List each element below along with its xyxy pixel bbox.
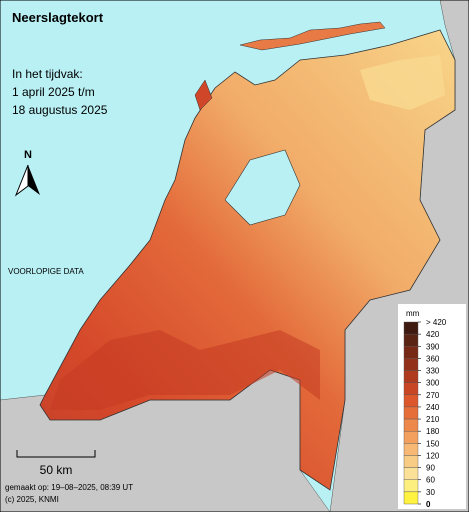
- legend-swatch: [403, 443, 419, 456]
- footer-copyright: (c) 2025, KNMI: [5, 495, 59, 504]
- legend-label: 210: [426, 415, 440, 424]
- light-area: [360, 55, 445, 110]
- legend-label: 360: [426, 354, 440, 363]
- legend-swatch: [403, 467, 419, 480]
- dark-area: [50, 330, 320, 410]
- legend-label: 420: [426, 330, 440, 339]
- notice: VOORLOPIGE DATA: [8, 267, 84, 276]
- title: Neerslagtekort: [12, 10, 104, 25]
- period-heading: In het tijdvak:: [12, 67, 83, 81]
- legend-swatch: [403, 479, 419, 493]
- legend-label: 240: [426, 403, 440, 412]
- legend-label: > 420: [426, 318, 447, 327]
- legend-label: 180: [426, 427, 440, 436]
- legend-label: 150: [426, 439, 440, 448]
- legend-label: 90: [426, 464, 435, 473]
- islands: [239, 21, 386, 51]
- legend-swatch: [403, 346, 419, 359]
- legend-swatch: [403, 358, 419, 371]
- legend-swatch: [403, 491, 419, 505]
- legend-label: 30: [426, 488, 435, 497]
- legend-swatch: [403, 394, 419, 408]
- scale-bar: [16, 450, 96, 458]
- scale-label: 50 km: [40, 463, 73, 477]
- legend-swatch: [403, 370, 419, 383]
- legend-label: 300: [426, 379, 440, 388]
- period-start: 1 april 2025 t/m: [12, 85, 95, 99]
- legend-label: 120: [426, 451, 440, 460]
- legend-label: 330: [426, 367, 440, 376]
- legend-unit: mm: [406, 309, 420, 318]
- legend-label: 60: [426, 476, 435, 485]
- north-label: N: [24, 149, 32, 161]
- legend-label: 390: [426, 342, 440, 351]
- period-end: 18 augustus 2025: [12, 103, 108, 117]
- legend-swatch: [403, 321, 419, 335]
- north-arrow-right: [28, 165, 40, 195]
- legend-swatch: [403, 406, 419, 420]
- texel: [194, 79, 213, 111]
- legend-label: 270: [426, 391, 440, 400]
- legend: > 42042039036033030027024021018015012090…: [403, 318, 447, 509]
- footer-made: gemaakt op: 19–08–2025, 08:39 UT: [5, 483, 133, 492]
- legend-swatch: [403, 455, 419, 468]
- legend-swatch: [403, 333, 419, 347]
- legend-label: 0: [426, 500, 431, 509]
- legend-swatch: [403, 418, 419, 432]
- legend-swatch: [403, 431, 419, 444]
- legend-swatch: [403, 382, 419, 395]
- ijsselmeer: [224, 149, 301, 226]
